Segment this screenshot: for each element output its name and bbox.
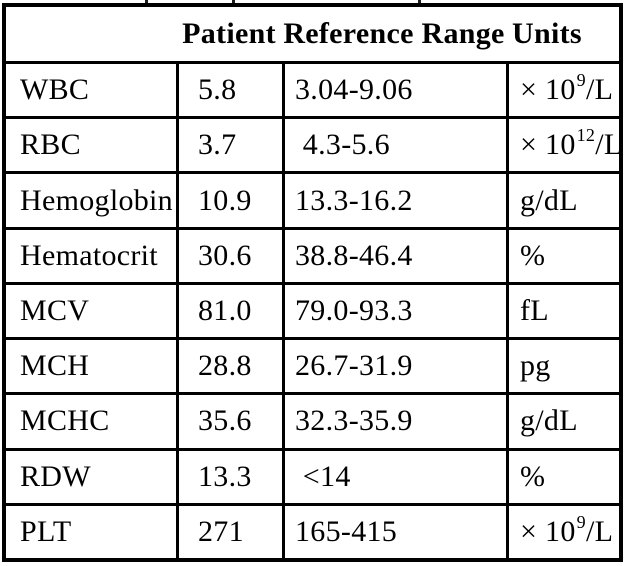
patient-value-cell: 13.3 <box>176 447 282 503</box>
crop-artifact-tick <box>232 0 235 5</box>
reference-range-cell: 3.04-9.06 <box>282 61 506 117</box>
reference-range-cell: 32.3-35.9 <box>282 392 506 448</box>
unit-base: × 10 <box>520 73 576 107</box>
units-cell: % <box>506 226 619 282</box>
test-name-cell: Hematocrit <box>6 226 176 282</box>
reference-range-cell: 165-415 <box>282 502 506 558</box>
units-cell: g/dL <box>506 171 619 227</box>
reference-range-cell: 38.8-46.4 <box>282 226 506 282</box>
unit-base: g/dL <box>520 404 578 438</box>
test-name-cell: MCH <box>6 337 176 392</box>
crop-artifact-tick <box>145 0 148 5</box>
header-reference-range: Reference Range <box>283 17 505 50</box>
patient-value-cell: 3.7 <box>176 116 282 172</box>
unit-base: pg <box>520 349 551 383</box>
unit-denominator: /L <box>585 73 614 107</box>
patient-value-cell: 271 <box>176 502 282 558</box>
patient-value-cell: 28.8 <box>176 337 282 393</box>
units-cell: × 10 9/L <box>506 61 619 117</box>
test-name-cell: PLT <box>6 502 176 558</box>
unit-base: × 10 <box>520 514 576 548</box>
test-name-cell: MCV <box>6 281 176 337</box>
reference-range-cell: 79.0-93.3 <box>282 281 506 338</box>
unit-base: × 10 <box>520 128 576 162</box>
test-name-cell: RBC <box>6 116 176 171</box>
units-cell: pg <box>506 337 619 393</box>
unit-base: fL <box>520 293 549 327</box>
test-name-cell: WBC <box>6 61 176 116</box>
patient-value-cell: 81.0 <box>176 281 282 338</box>
reference-range-cell: 13.3-16.2 <box>282 171 506 227</box>
patient-value-cell: 35.6 <box>176 392 282 448</box>
units-cell: × 10 9/L <box>506 502 619 558</box>
units-cell: % <box>506 447 619 503</box>
header-units: Units <box>512 17 582 50</box>
patient-value-cell: 5.8 <box>176 61 282 117</box>
header-empty-cell <box>6 7 176 61</box>
header-patient: Patient <box>182 17 276 50</box>
patient-value-cell: 30.6 <box>176 226 282 282</box>
reference-range-cell: 4.3-5.6 <box>282 116 506 172</box>
unit-base: % <box>520 459 546 493</box>
unit-base: g/dL <box>520 183 578 217</box>
unit-denominator: /L <box>595 128 619 162</box>
test-name-cell: RDW <box>6 447 176 503</box>
test-name-cell: MCHC <box>6 392 176 447</box>
unit-denominator: /L <box>585 514 614 548</box>
reference-range-cell: 26.7-31.9 <box>282 337 506 393</box>
units-cell: fL <box>506 281 619 338</box>
units-cell: g/dL <box>506 392 619 448</box>
reference-range-cell: <14 <box>282 447 506 503</box>
unit-base: % <box>520 238 546 272</box>
crop-artifact-tick <box>418 0 421 5</box>
test-name-cell: Hemoglobin <box>6 171 176 226</box>
patient-value-cell: 10.9 <box>176 171 282 227</box>
cbc-results-table: Patient Reference Range Units WBC 5.8 3.… <box>2 3 623 562</box>
